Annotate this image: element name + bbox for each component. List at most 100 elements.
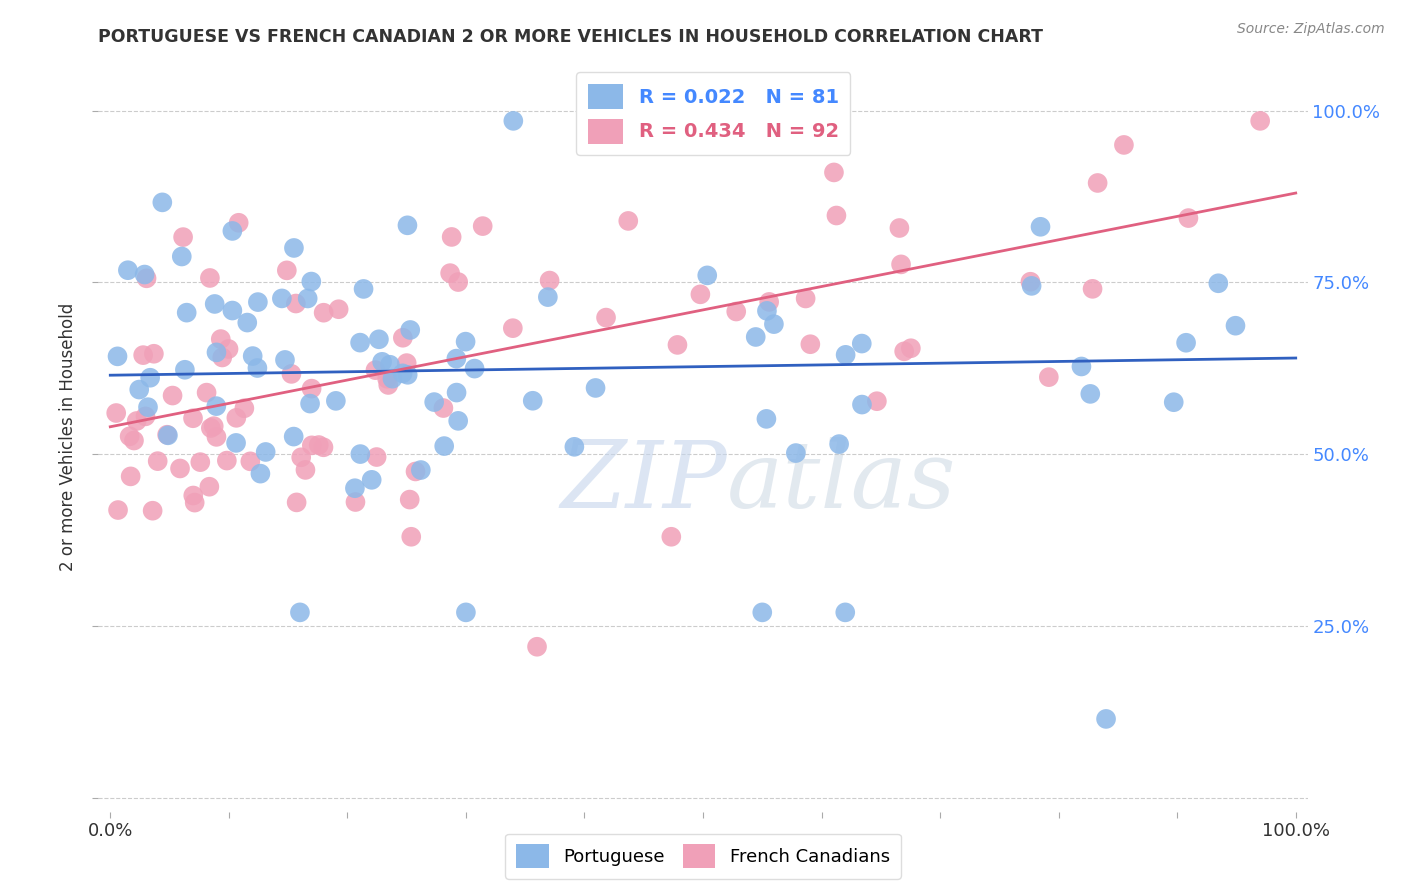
Point xyxy=(254,445,277,459)
Point xyxy=(851,336,873,351)
Point xyxy=(246,361,269,376)
Point xyxy=(312,440,335,454)
Point xyxy=(423,395,446,409)
Point xyxy=(399,323,422,337)
Legend: Portuguese, French Canadians: Portuguese, French Canadians xyxy=(505,834,901,879)
Point xyxy=(1249,114,1271,128)
Point xyxy=(502,321,524,335)
Point xyxy=(617,214,640,228)
Point xyxy=(205,430,228,444)
Point xyxy=(439,266,461,280)
Point xyxy=(585,381,607,395)
Point xyxy=(409,463,432,477)
Point xyxy=(290,450,312,465)
Point xyxy=(1078,387,1101,401)
Point xyxy=(1019,275,1042,289)
Point xyxy=(172,230,194,244)
Point xyxy=(464,361,486,376)
Point xyxy=(198,480,221,494)
Point xyxy=(666,338,689,352)
Point xyxy=(398,492,420,507)
Point xyxy=(900,341,922,355)
Point xyxy=(890,257,912,271)
Point xyxy=(200,421,222,435)
Point xyxy=(142,504,165,518)
Point xyxy=(202,419,225,434)
Point xyxy=(564,440,586,454)
Point xyxy=(744,330,766,344)
Point xyxy=(1081,282,1104,296)
Point xyxy=(205,345,228,359)
Point xyxy=(375,372,398,386)
Point xyxy=(371,355,394,369)
Point xyxy=(283,429,305,443)
Point xyxy=(139,370,162,384)
Point xyxy=(432,401,454,415)
Point xyxy=(236,316,259,330)
Point xyxy=(755,412,778,426)
Point xyxy=(225,436,247,450)
Text: Source: ZipAtlas.com: Source: ZipAtlas.com xyxy=(1237,22,1385,37)
Point xyxy=(1070,359,1092,374)
Point xyxy=(297,292,319,306)
Point xyxy=(183,495,205,509)
Point xyxy=(834,606,856,620)
Point xyxy=(762,317,785,331)
Point xyxy=(170,250,193,264)
Point xyxy=(132,348,155,362)
Point xyxy=(377,378,399,392)
Point xyxy=(526,640,548,654)
Point xyxy=(181,489,204,503)
Point xyxy=(294,463,316,477)
Point xyxy=(758,294,780,309)
Point xyxy=(1038,370,1060,384)
Point xyxy=(233,401,256,416)
Legend: R = 0.022   N = 81, R = 0.434   N = 92: R = 0.022 N = 81, R = 0.434 N = 92 xyxy=(576,72,851,155)
Point xyxy=(156,428,179,442)
Point xyxy=(122,434,145,448)
Point xyxy=(396,219,419,233)
Point xyxy=(301,382,323,396)
Point xyxy=(120,469,142,483)
Text: atlas: atlas xyxy=(727,437,956,527)
Point xyxy=(125,414,148,428)
Point xyxy=(447,275,470,289)
Point xyxy=(454,606,477,620)
Point xyxy=(378,358,401,372)
Point xyxy=(215,453,238,467)
Point xyxy=(221,303,243,318)
Point xyxy=(799,337,821,351)
Point xyxy=(595,310,617,325)
Point xyxy=(221,224,243,238)
Point xyxy=(399,530,422,544)
Point xyxy=(274,353,297,368)
Point xyxy=(211,351,233,365)
Point xyxy=(725,304,748,318)
Point xyxy=(107,349,129,363)
Point xyxy=(176,305,198,319)
Point xyxy=(1029,219,1052,234)
Point xyxy=(1021,278,1043,293)
Point xyxy=(659,530,682,544)
Point xyxy=(246,295,269,310)
Point xyxy=(1177,211,1199,225)
Point xyxy=(308,438,330,452)
Point xyxy=(169,461,191,475)
Point xyxy=(866,394,889,409)
Point xyxy=(195,385,218,400)
Point xyxy=(1095,712,1118,726)
Point xyxy=(301,438,323,452)
Point xyxy=(440,230,463,244)
Point xyxy=(391,367,413,381)
Point xyxy=(834,348,856,362)
Point xyxy=(366,450,388,464)
Point xyxy=(446,385,468,400)
Point xyxy=(156,427,179,442)
Point xyxy=(395,356,418,370)
Point xyxy=(794,292,817,306)
Point xyxy=(188,455,211,469)
Point xyxy=(696,268,718,283)
Point xyxy=(118,429,141,443)
Point xyxy=(285,495,308,509)
Point xyxy=(1175,335,1198,350)
